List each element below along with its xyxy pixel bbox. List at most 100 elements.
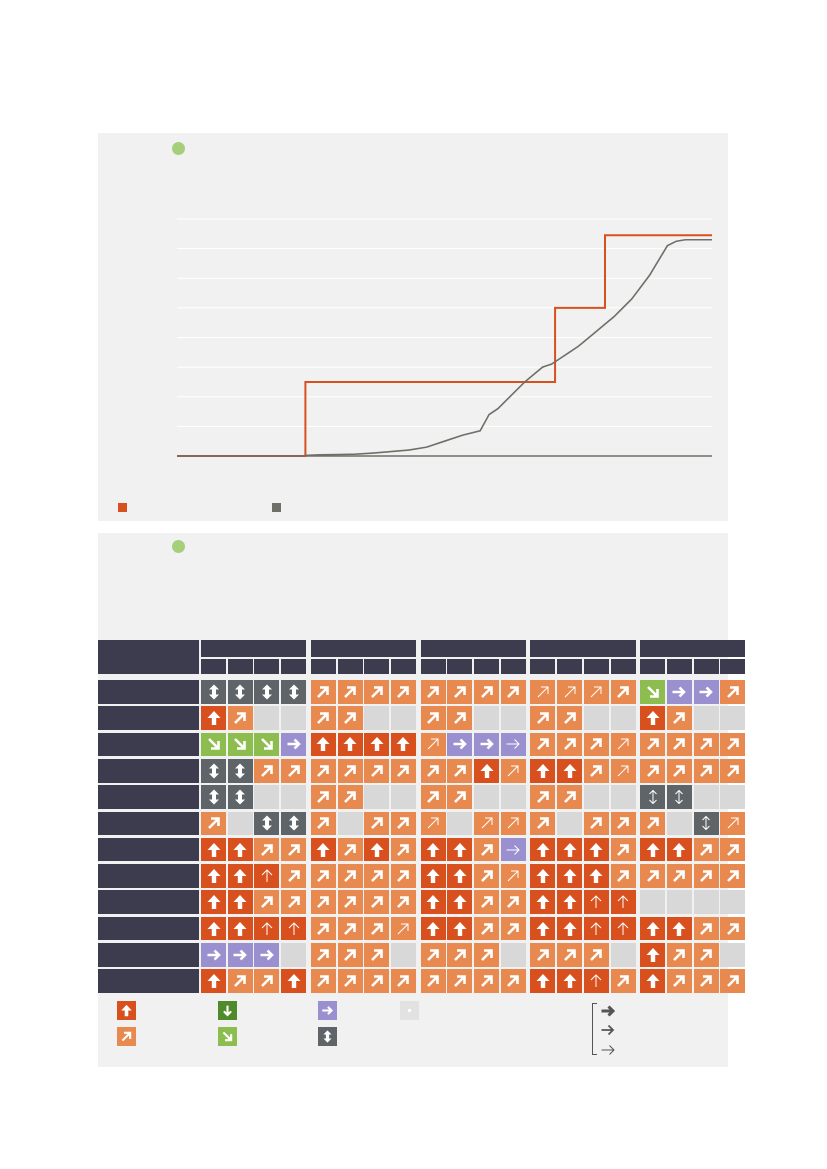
down-right-arrow-icon	[259, 736, 275, 752]
table-cell	[254, 680, 280, 704]
up-right-arrow-icon	[369, 947, 385, 963]
row-label	[98, 706, 199, 730]
up-right-arrow-icon	[671, 763, 687, 779]
table-cell	[693, 943, 719, 967]
table-cell	[390, 732, 416, 757]
table-cell	[227, 732, 253, 757]
up-right-arrow-icon	[698, 947, 714, 963]
up-right-arrow-icon	[588, 763, 604, 779]
up-right-arrow-icon	[452, 763, 468, 779]
up-down-arrow-icon	[206, 789, 222, 805]
up-arrow-thin-icon	[615, 894, 631, 910]
table-cell	[364, 969, 390, 993]
quarter-header	[474, 659, 500, 674]
table-cell	[693, 916, 719, 941]
right-arrow-icon	[452, 736, 468, 752]
table-cell	[720, 732, 746, 757]
up-right-arrow-icon	[315, 973, 331, 989]
up-right-arrow-icon	[535, 947, 551, 963]
quarter-header	[390, 659, 416, 674]
table-cell	[390, 916, 416, 941]
table-cell	[447, 969, 473, 993]
table-cell	[364, 943, 390, 967]
table-cell	[227, 943, 253, 967]
up-down-arrow-icon	[232, 684, 248, 700]
table-cell	[364, 732, 390, 757]
row-label	[98, 943, 199, 967]
up-right-arrow-icon	[479, 684, 495, 700]
table-cell	[666, 811, 692, 836]
quarter-header	[583, 659, 609, 674]
table-cell	[500, 890, 526, 915]
up-right-arrow-icon	[369, 763, 385, 779]
table-cell	[281, 758, 307, 783]
table-cell	[420, 811, 446, 836]
up-right-arrow-thin-icon	[425, 815, 441, 831]
table-cell	[310, 890, 336, 915]
table-cell	[227, 916, 253, 941]
up-right-arrow-icon	[535, 710, 551, 726]
up-right-arrow-icon	[395, 815, 411, 831]
up-right-arrow-icon	[615, 868, 631, 884]
up-right-arrow-icon	[615, 684, 631, 700]
table-cell	[666, 943, 692, 967]
up-arrow-icon	[315, 842, 331, 858]
up-arrow-icon	[479, 763, 495, 779]
table-cell	[201, 916, 227, 941]
table-cell	[254, 916, 280, 941]
up-right-arrow-icon	[315, 763, 331, 779]
table-cell	[500, 758, 526, 783]
table-cell	[337, 680, 363, 704]
table-cell	[640, 680, 666, 704]
strength-arrow-icon	[600, 1003, 616, 1019]
quarter-header	[666, 659, 692, 674]
up-right-arrow-icon	[671, 710, 687, 726]
up-arrow-thin-icon	[259, 921, 275, 937]
quarter-header	[640, 659, 666, 674]
table-cell	[693, 969, 719, 993]
quarter-header	[337, 659, 363, 674]
table-cell	[447, 837, 473, 862]
table-cell	[500, 785, 526, 809]
table-cell	[583, 732, 609, 757]
up-arrow-icon	[535, 842, 551, 858]
table-cell	[201, 758, 227, 783]
up-right-arrow-icon	[259, 763, 275, 779]
up-right-arrow-icon	[588, 815, 604, 831]
up-right-arrow-icon	[342, 763, 358, 779]
up-down-arrow-icon	[206, 684, 222, 700]
up-right-arrow-icon	[479, 868, 495, 884]
table-cell	[201, 943, 227, 967]
table-cell	[310, 680, 336, 704]
up-right-arrow-icon	[232, 710, 248, 726]
up-right-arrow-icon	[535, 736, 551, 752]
table-cell	[530, 890, 556, 915]
up-right-arrow-icon	[479, 894, 495, 910]
up-right-arrow-thin-icon	[535, 684, 551, 700]
table-cell	[666, 890, 692, 915]
table-cell	[474, 864, 500, 888]
table-cell	[530, 785, 556, 809]
column-group-header	[640, 640, 746, 657]
up-down-arrow-icon	[286, 684, 302, 700]
up-right-arrow-thin-icon	[395, 921, 411, 937]
table-cell	[583, 680, 609, 704]
up-arrow-icon	[562, 868, 578, 884]
table-cell	[610, 916, 636, 941]
table-cell	[610, 890, 636, 915]
table-cell	[583, 969, 609, 993]
row-label	[98, 785, 199, 809]
up-right-arrow-icon	[342, 868, 358, 884]
table-cell	[720, 680, 746, 704]
up-right-arrow-icon	[645, 815, 661, 831]
quarter-header	[201, 659, 227, 674]
up-right-arrow-icon	[505, 921, 521, 937]
table-cell	[254, 758, 280, 783]
row-label	[98, 837, 199, 862]
up-right-arrow-icon	[725, 973, 741, 989]
up-right-arrow-icon	[369, 973, 385, 989]
up-right-arrow-icon	[342, 973, 358, 989]
table-cell	[693, 706, 719, 730]
up-arrow-icon	[369, 736, 385, 752]
table-cell	[500, 943, 526, 967]
